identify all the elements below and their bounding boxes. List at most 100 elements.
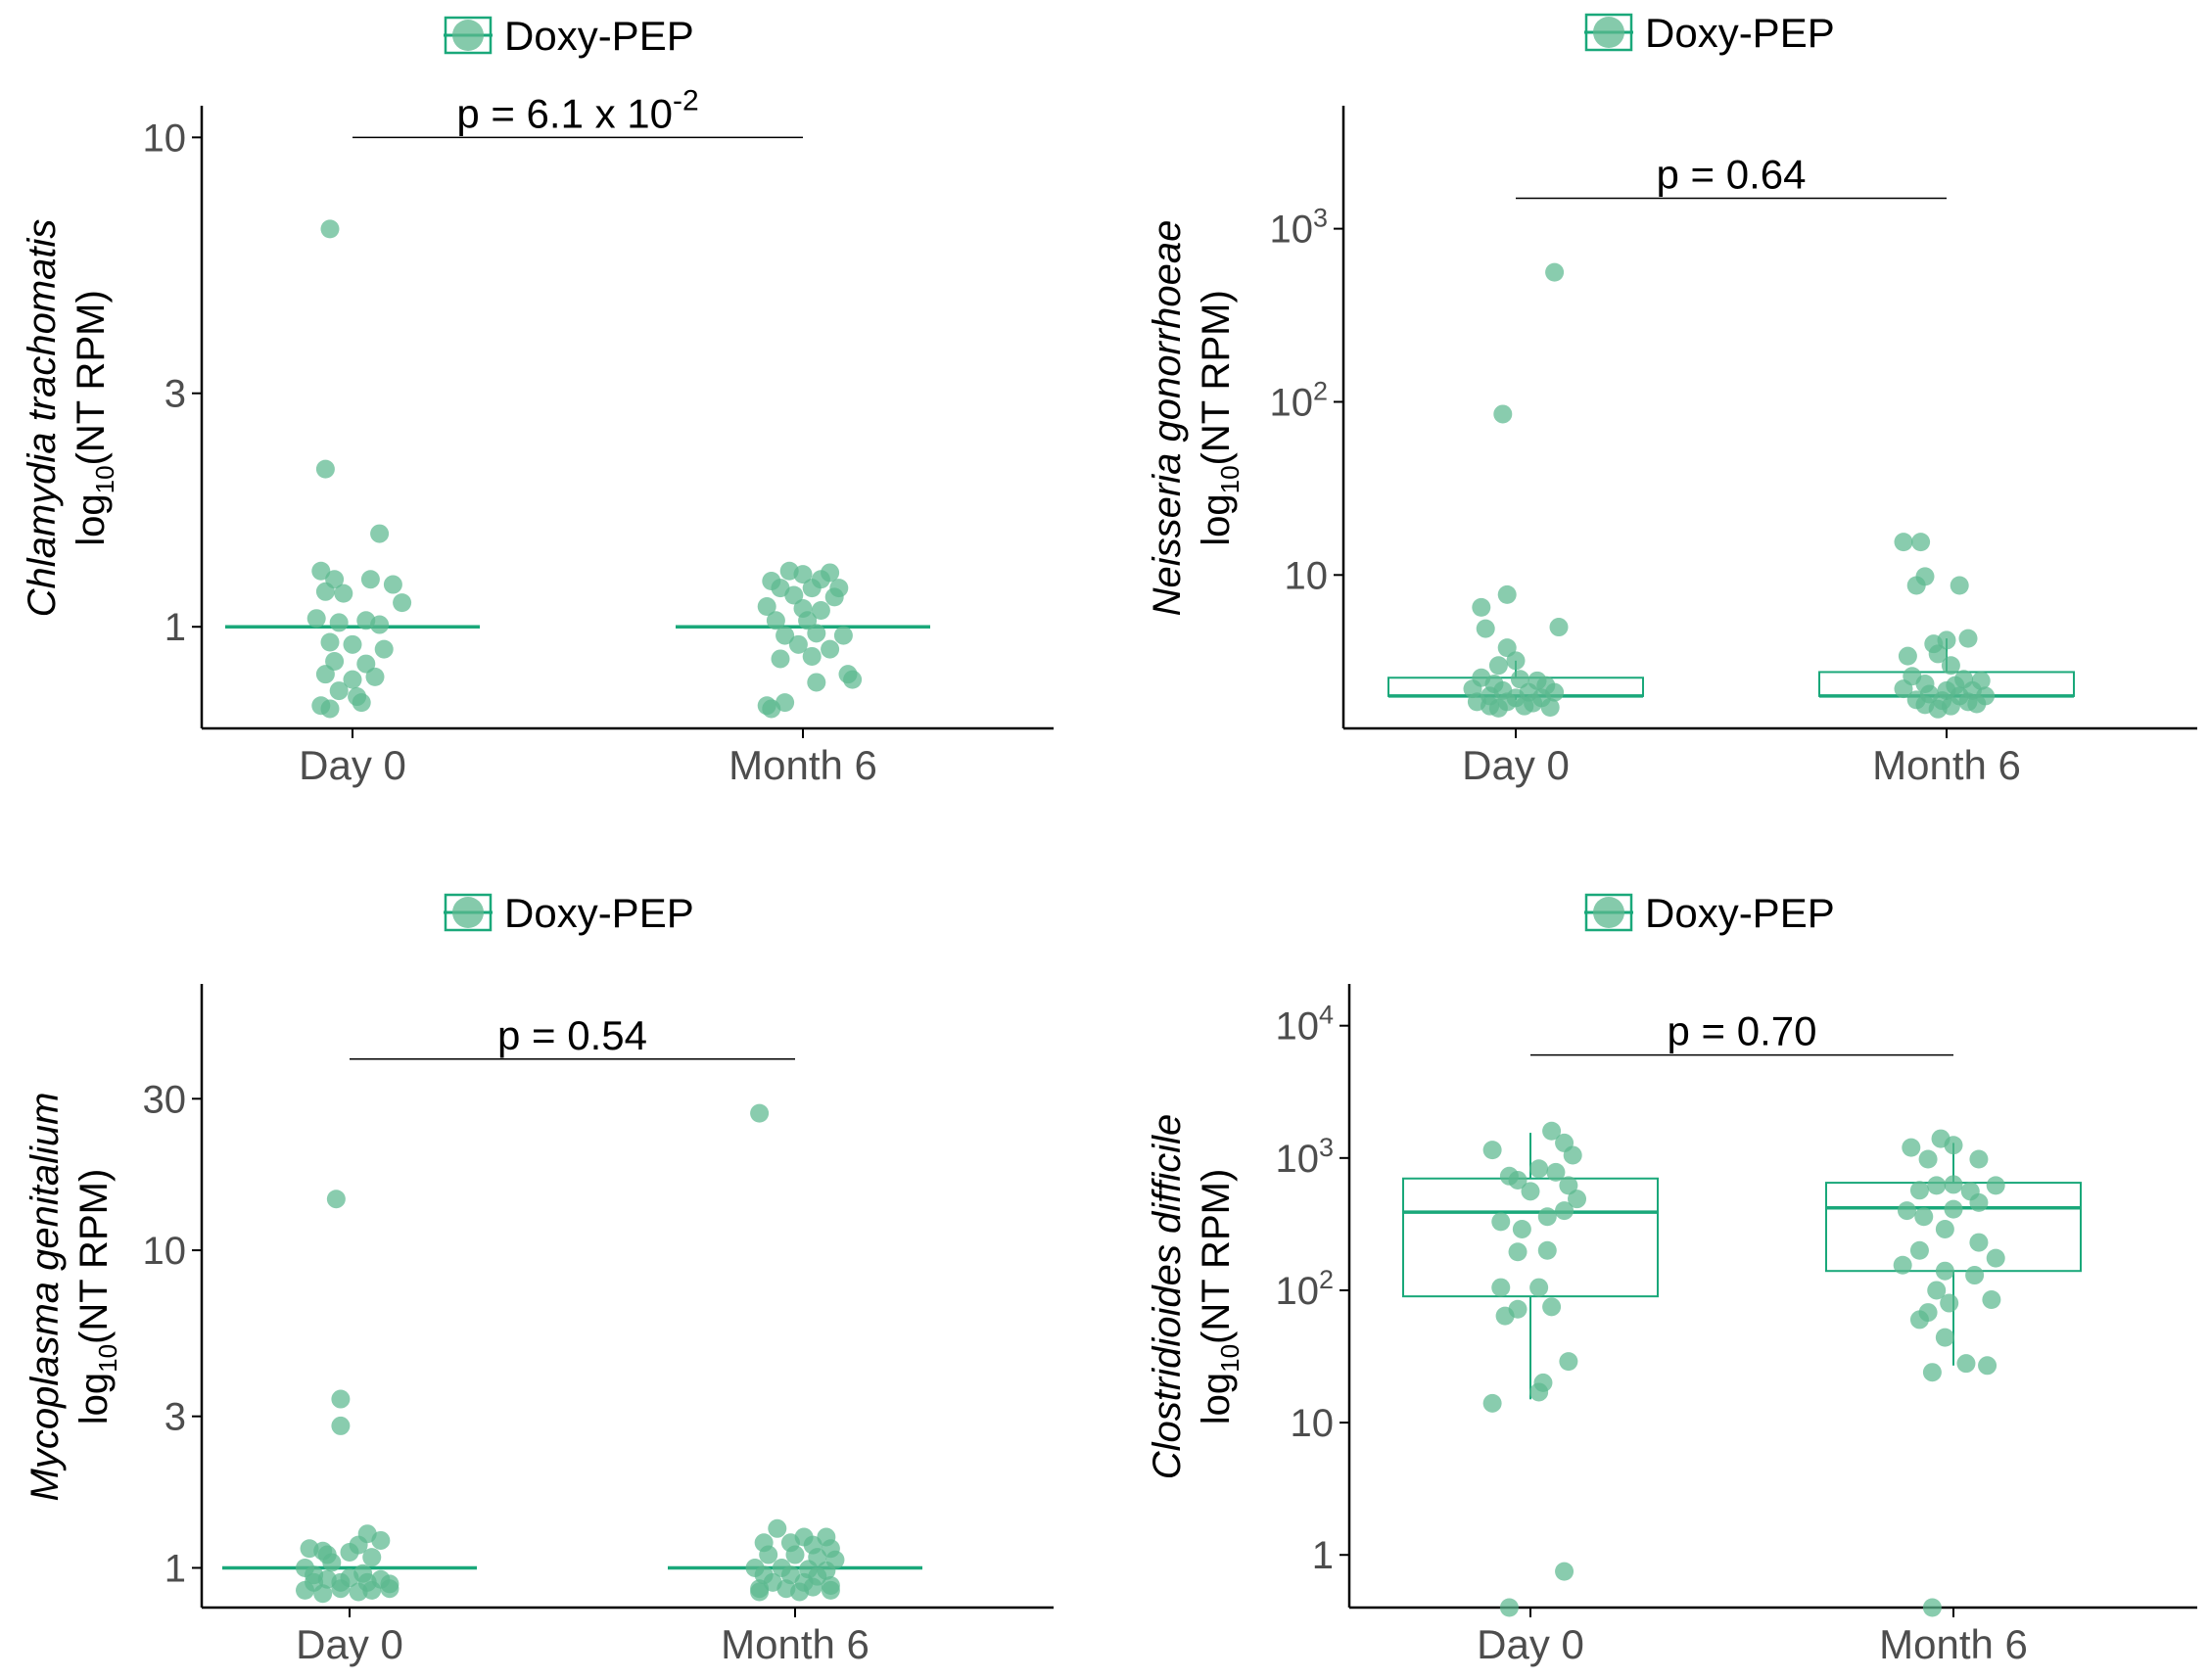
data-point [1549, 618, 1569, 637]
data-point [1935, 1219, 1954, 1238]
legend-key-point [1593, 897, 1624, 928]
data-point [1941, 656, 1960, 676]
data-point [311, 561, 331, 581]
data-point [1928, 699, 1948, 719]
data-point [807, 624, 826, 643]
data-point [1537, 1240, 1557, 1260]
data-point [326, 1190, 346, 1209]
data-point [1956, 1354, 1976, 1374]
data-point [1542, 1297, 1562, 1317]
data-point [1965, 1266, 1985, 1285]
data-point [821, 639, 840, 659]
data-point [315, 582, 335, 601]
data-point [1927, 1281, 1947, 1300]
y-tick-label: 1 [164, 1547, 186, 1590]
data-point [1935, 1261, 1954, 1281]
box-iqr [1402, 1177, 1659, 1298]
data-point [1555, 1562, 1574, 1581]
data-point [374, 639, 394, 659]
data-point [383, 575, 402, 594]
data-point [362, 1548, 382, 1567]
data-point [1944, 1199, 1963, 1219]
data-point [365, 667, 385, 686]
data-point [1563, 1145, 1582, 1165]
data-point [807, 673, 826, 692]
panel-mycoplasma: Doxy-PEP 1 3 10 30 Day 0 Month 6 Mycoplasma gen… [24, 890, 1054, 1667]
data-point [329, 613, 349, 632]
data-point [306, 609, 326, 629]
data-point [315, 665, 335, 684]
panel-clostridioides: Doxy-PEP 1 10 102 103 104 Day 0 Month 6 Clostrid… [1146, 890, 2197, 1667]
data-point [322, 1553, 342, 1572]
panel-neisseria: Doxy-PEP 10 102 103 Day 0 Month 6 Neisseria go… [1146, 10, 2197, 788]
data-point [1978, 1356, 1998, 1376]
data-point [1482, 1141, 1502, 1160]
data-point [793, 565, 813, 584]
data-point [370, 524, 390, 543]
data-point [1472, 597, 1491, 617]
data-point [1488, 656, 1508, 676]
data-point [320, 699, 340, 719]
legend-key-box [444, 893, 493, 932]
legend-label: Doxy-PEP [504, 13, 694, 59]
legend-key-box [1584, 893, 1633, 932]
y-tick-label: 1 [164, 606, 186, 649]
x-tick-label: Month 6 [1872, 742, 2021, 788]
x-tick-label: Day 0 [1462, 742, 1570, 788]
data-point [1894, 533, 1913, 552]
y-axis-label: Clostridioides difficile log10(NT RPM) [1146, 1114, 1245, 1479]
data-point [1559, 1352, 1578, 1372]
y-tick-label: 3 [164, 1396, 186, 1439]
data-point [1476, 619, 1495, 638]
data-point [313, 1584, 333, 1604]
data-point [1922, 1363, 1942, 1382]
y-tick-label: 3 [164, 373, 186, 416]
data-point [1928, 644, 1948, 664]
legend-key-point [1593, 17, 1624, 48]
data-point [1937, 630, 1956, 650]
pvalue-label: p = 0.64 [1657, 151, 1807, 197]
data-point [771, 649, 790, 669]
data-point [1940, 1293, 1959, 1313]
data-point [784, 585, 804, 605]
data-point [1540, 697, 1560, 717]
data-point [1529, 1159, 1549, 1179]
x-tick-label: Day 0 [1477, 1621, 1584, 1667]
data-point [1497, 584, 1517, 604]
data-point [1508, 1242, 1528, 1262]
data-point [352, 693, 371, 713]
data-point [1927, 1176, 1947, 1195]
data-point [843, 670, 863, 689]
data-point [1482, 1393, 1502, 1413]
data-point [766, 611, 785, 630]
data-point [343, 634, 362, 654]
data-point [757, 597, 776, 617]
data-point [1982, 1289, 2001, 1309]
data-point [1897, 1201, 1916, 1221]
data-point [1537, 1207, 1557, 1227]
y-tick-label: 10 [143, 1230, 187, 1273]
data-point [325, 652, 345, 672]
data-point [296, 1580, 314, 1600]
data-point [1969, 1192, 1989, 1212]
data-point [1559, 1176, 1578, 1195]
data-point [370, 615, 390, 634]
pvalue-label: p = 0.70 [1668, 1008, 1817, 1054]
legend-label: Doxy-PEP [1645, 890, 1835, 936]
data-point [1969, 1233, 1989, 1252]
legend-key-point [452, 20, 484, 51]
y-tick-label: 102 [1275, 1265, 1334, 1313]
data-point [320, 632, 340, 652]
data-point [329, 681, 349, 701]
data-point [331, 1579, 351, 1599]
x-tick-label: Month 6 [1879, 1621, 2028, 1667]
y-tick-label: 10 [1291, 1402, 1335, 1445]
y-tick-label: 103 [1275, 1133, 1334, 1181]
y-tick-label: 10 [1285, 554, 1329, 597]
data-point [1944, 1136, 1963, 1155]
data-point [1935, 1328, 1954, 1347]
data-point [785, 1545, 805, 1564]
data-point [788, 634, 808, 654]
data-point [759, 1545, 778, 1564]
data-point [1950, 576, 1969, 595]
